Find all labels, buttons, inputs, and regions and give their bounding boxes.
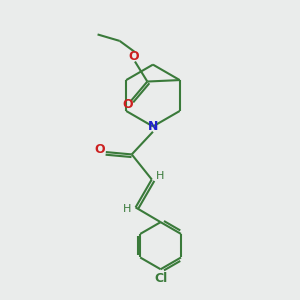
Text: H: H: [156, 171, 164, 181]
Text: O: O: [128, 50, 139, 63]
Text: H: H: [123, 204, 131, 214]
Text: Cl: Cl: [154, 272, 167, 285]
Text: O: O: [94, 143, 105, 156]
Text: N: N: [148, 120, 158, 133]
Text: O: O: [122, 98, 133, 111]
